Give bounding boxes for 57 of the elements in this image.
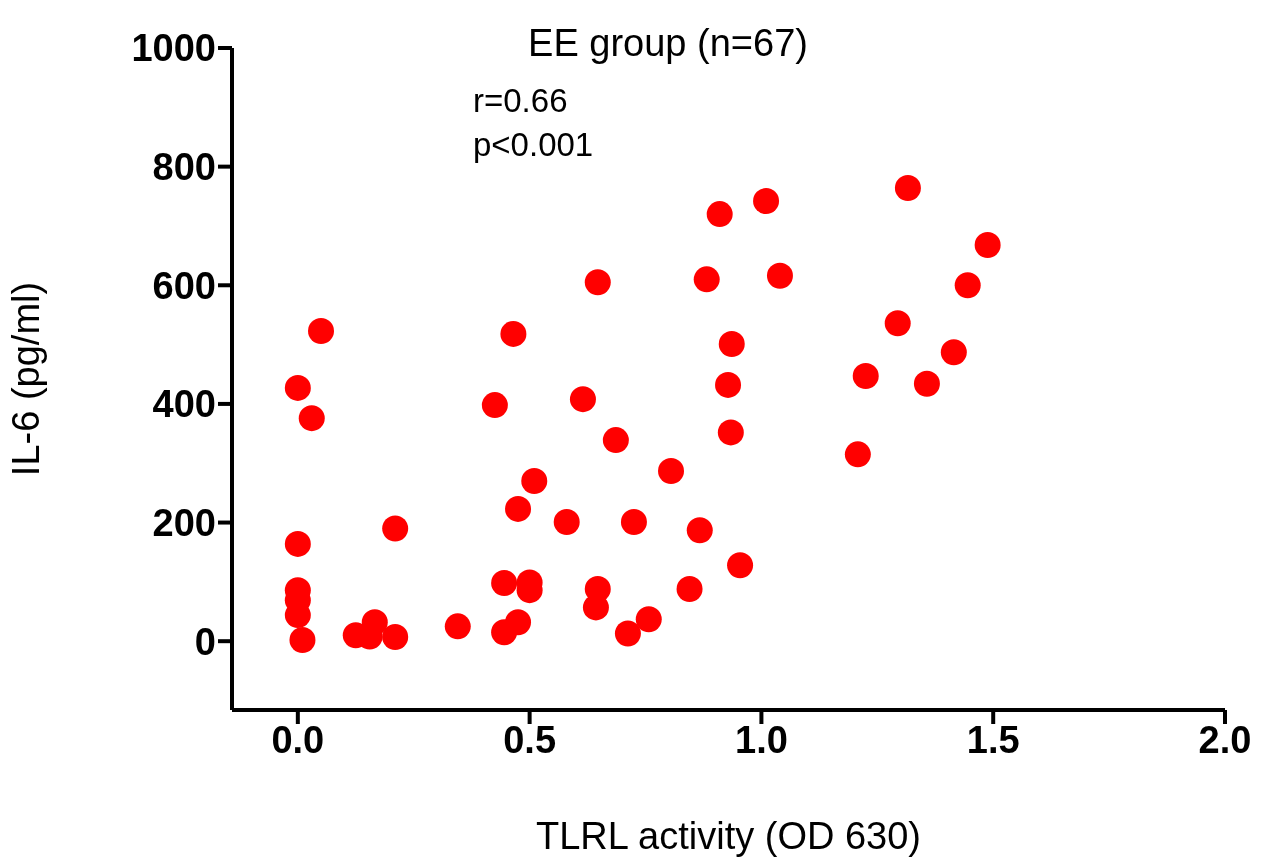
x-axis-title: TLRL activity (OD 630) — [535, 815, 922, 857]
y-tick-label: 800 — [152, 146, 216, 189]
point — [569, 386, 596, 413]
y-axis-title: IL-6 (pg/ml) — [5, 281, 48, 477]
point — [491, 570, 518, 597]
point — [284, 530, 311, 557]
point — [582, 594, 609, 621]
y-tick-label: 1000 — [131, 27, 216, 70]
point — [718, 331, 745, 357]
point — [505, 495, 532, 522]
point — [521, 468, 548, 495]
point — [602, 427, 629, 454]
x-tick-label: 2.0 — [1198, 718, 1252, 761]
point — [289, 627, 316, 653]
annotation: r=0.66 — [473, 82, 568, 120]
point — [753, 188, 780, 215]
point — [717, 419, 744, 446]
point — [553, 508, 580, 535]
point — [852, 363, 879, 390]
y-tick-label: 400 — [152, 383, 216, 426]
y-tick-label: 600 — [152, 264, 216, 307]
point — [584, 269, 611, 296]
point — [686, 517, 713, 544]
x-tick-label: 1.5 — [966, 718, 1020, 761]
x-tick-label: 0.0 — [271, 718, 325, 761]
point — [715, 371, 742, 398]
point — [635, 606, 662, 633]
x-tick-label: 0.5 — [503, 718, 557, 761]
point — [382, 515, 409, 542]
point — [894, 174, 921, 201]
y-tick-label: 200 — [152, 502, 216, 545]
point — [382, 624, 409, 651]
point — [974, 231, 1001, 258]
chart-title: EE group (n=67) — [527, 22, 809, 65]
point — [676, 575, 703, 602]
point — [298, 405, 325, 432]
point — [727, 552, 754, 579]
point — [913, 370, 940, 397]
point — [505, 609, 532, 636]
point — [284, 374, 311, 401]
point — [620, 508, 647, 535]
point — [954, 272, 981, 299]
point — [308, 317, 335, 344]
point — [884, 310, 911, 337]
point — [481, 392, 508, 419]
point — [500, 320, 527, 347]
point — [693, 266, 720, 293]
point — [766, 262, 793, 289]
point — [614, 620, 641, 647]
point — [658, 457, 685, 484]
x-tick-label: 1.0 — [735, 718, 788, 761]
point — [706, 201, 733, 228]
point — [444, 613, 471, 640]
annotation: p<0.001 — [473, 126, 594, 164]
y-tick-label: 0 — [194, 620, 216, 663]
point — [844, 441, 871, 468]
point — [940, 339, 967, 366]
